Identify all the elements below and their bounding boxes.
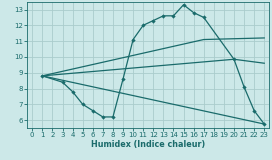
X-axis label: Humidex (Indice chaleur): Humidex (Indice chaleur) <box>91 140 205 148</box>
